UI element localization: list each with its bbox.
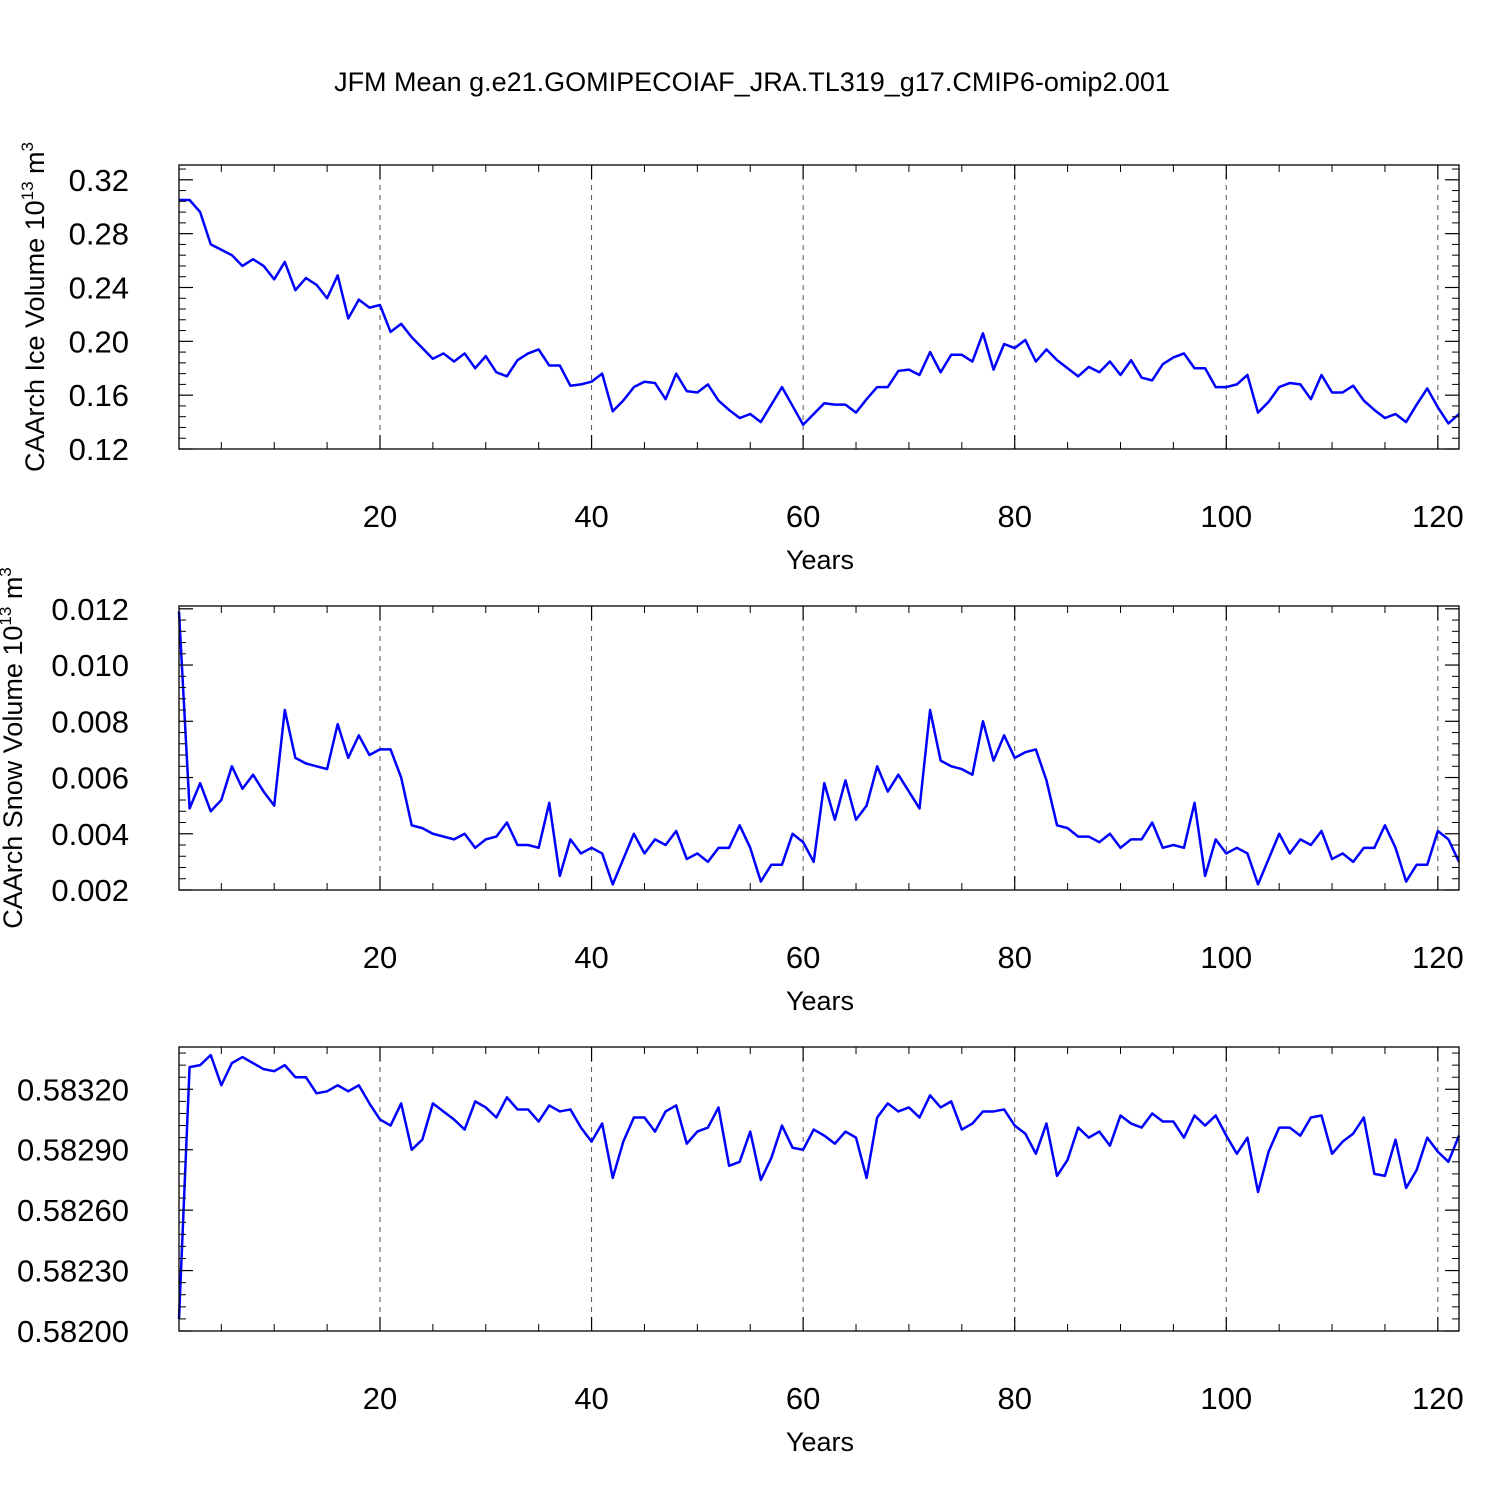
y-axis-label-text: CAArch Ice Volume 10: [20, 200, 50, 472]
x-tick-label: 60: [786, 499, 820, 534]
x-tick-label: 20: [363, 1381, 397, 1416]
y-tick-label: 0.58290: [17, 1133, 129, 1168]
x-tick-label: 40: [574, 940, 608, 975]
y-tick-label: 0.002: [51, 873, 129, 908]
series-line: [177, 1053, 1461, 1319]
y-tick-label: 0.012: [51, 592, 129, 627]
x-tick-label: 100: [1200, 499, 1252, 534]
series-line: [177, 611, 1461, 886]
x-tick-label: 60: [786, 1381, 820, 1416]
y-tick-label: 0.58200: [17, 1314, 129, 1349]
y-axis-label: CAArch Ice Volume 1013 m3: [18, 142, 50, 472]
y-tick-label: 0.58320: [17, 1072, 129, 1107]
y-axis-label-superscript: 3: [18, 142, 37, 151]
x-tick-label: 100: [1200, 940, 1252, 975]
ice-volume-panel: 20 40 60 80 100 120 0.12 0.16 0.20 0.24 0.28 0.32 Ye…: [18, 142, 1464, 575]
y-axis-label-text: m: [20, 151, 50, 181]
plot-frame: [178, 1046, 1460, 1332]
chart-title: JFM Mean g.e21.GOMIPECOIAF_JRA.TL319_g17…: [334, 67, 1170, 97]
y-tick-label: 0.010: [51, 648, 129, 683]
plot-frame: [178, 164, 1460, 450]
x-axis-label: Years: [786, 1427, 854, 1457]
y-tick-label: 0.004: [51, 817, 129, 852]
x-axis-label: Years: [786, 986, 854, 1016]
y-axis-label-text: m: [0, 577, 28, 607]
y-tick-label: 0.24: [69, 270, 129, 305]
y-tick-label: 0.58230: [17, 1254, 129, 1289]
x-tick-label: 20: [363, 499, 397, 534]
y-axis-label-superscript: 3: [0, 567, 15, 576]
y-axis-label-text: CAArch Snow Volume 10: [0, 626, 28, 929]
x-tick-label: 120: [1412, 940, 1464, 975]
y-tick-label: 0.006: [51, 761, 129, 796]
x-tick-label: 20: [363, 940, 397, 975]
x-tick-label: 120: [1412, 1381, 1464, 1416]
x-tick-label: 80: [997, 499, 1031, 534]
y-tick-label: 0.32: [69, 163, 129, 198]
snow-volume-panel: 20 40 60 80 100 120 0.002 0.004 0.006 0.008 0.010 0…: [0, 567, 1464, 1016]
y-tick-label: 0.008: [51, 704, 129, 739]
y-tick-label: 0.58260: [17, 1193, 129, 1228]
x-tick-label: 60: [786, 940, 820, 975]
x-tick-label: 40: [574, 499, 608, 534]
x-tick-label: 100: [1200, 1381, 1252, 1416]
x-tick-label: 80: [997, 1381, 1031, 1416]
series-line: [179, 198, 1460, 427]
third-panel: 20 40 60 80 100 120 0.58200 0.58230 0.58260 0.582…: [17, 1046, 1464, 1457]
y-axis-label-superscript: 13: [0, 607, 15, 626]
y-tick-label: 0.20: [69, 324, 129, 359]
x-tick-label: 40: [574, 1381, 608, 1416]
plot-frame: [178, 605, 1460, 891]
y-tick-label: 0.28: [69, 217, 129, 252]
y-axis-label: CAArch Snow Volume 1013 m3: [0, 567, 28, 929]
x-tick-label: 120: [1412, 499, 1464, 534]
y-tick-label: 0.16: [69, 378, 129, 413]
x-axis-label: Years: [786, 545, 854, 575]
x-tick-label: 80: [997, 940, 1031, 975]
y-axis-label-superscript: 13: [18, 181, 37, 200]
y-tick-label: 0.12: [69, 432, 129, 467]
